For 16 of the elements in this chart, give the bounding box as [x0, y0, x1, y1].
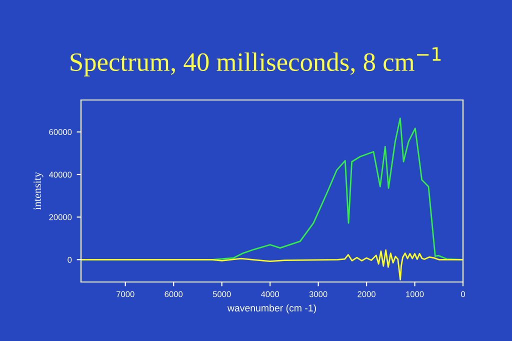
x-axis-title: wavenumber (cm -1) [227, 304, 316, 314]
x-tick-label: 0 [461, 291, 465, 298]
x-tick-label: 7000 [116, 291, 134, 298]
y-axis-title: intensity [33, 172, 44, 210]
x-tick-label: 2000 [358, 291, 376, 298]
y-tick-label: 40000 [48, 172, 72, 178]
y-tick-label: 0 [68, 256, 72, 263]
x-tick-label: 1000 [406, 291, 424, 298]
x-tick-label: 3000 [309, 291, 328, 298]
y-tick-label: 20000 [49, 214, 72, 220]
x-tick-label: 6000 [164, 291, 183, 298]
x-tick-label: 4000 [260, 291, 280, 298]
line-series [81, 249, 463, 280]
chart-title: Spectrum, 40 milliseconds, 8 cm$^{−1}$ [70, 47, 441, 76]
x-tick-label: 5000 [212, 291, 231, 298]
y-tick-label: 60000 [49, 129, 72, 136]
